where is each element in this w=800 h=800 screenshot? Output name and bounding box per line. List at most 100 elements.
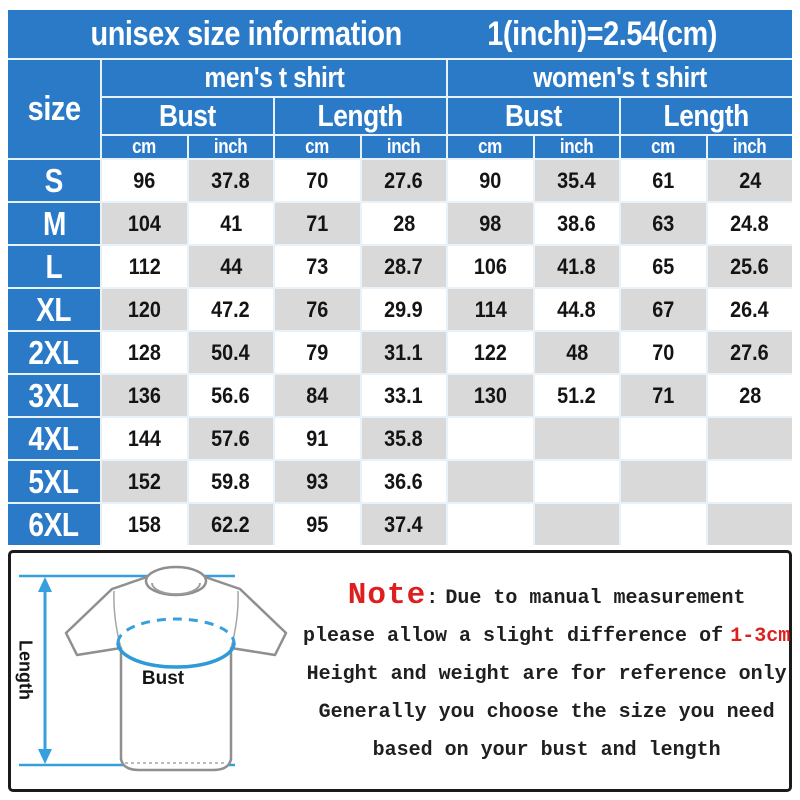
value-cell (448, 504, 533, 545)
value-cell (534, 418, 619, 459)
value-cell (621, 504, 706, 545)
value-cell: 61 (621, 160, 706, 201)
value-cell: 37.4 (361, 504, 446, 545)
unit-header: inch (534, 136, 619, 158)
unit-header: cm (621, 136, 706, 158)
value-cell: 130 (448, 375, 533, 416)
value-cell: 27.6 (707, 332, 792, 373)
value-cell: 47.2 (188, 289, 273, 330)
value-cell: 91 (275, 418, 360, 459)
value-cell: 122 (448, 332, 533, 373)
note-label: Note (347, 577, 427, 613)
bust-ellipse-solid (116, 642, 236, 669)
value-cell: 158 (102, 504, 187, 545)
table-title: unisex size information 1(inchi)=2.54(cm… (8, 10, 792, 58)
row-size-label: 6XL (8, 504, 100, 545)
row-size-label: 4XL (8, 418, 100, 459)
value-cell: 28 (361, 203, 446, 244)
right-sleeve-seam (230, 590, 239, 649)
mens-bust-header: Bust (102, 98, 273, 134)
value-cell: 79 (275, 332, 360, 373)
value-cell: 136 (102, 375, 187, 416)
value-cell: 76 (275, 289, 360, 330)
value-cell (448, 418, 533, 459)
value-cell: 51.2 (534, 375, 619, 416)
row-size-label: L (8, 246, 100, 287)
value-cell: 38.6 (534, 203, 619, 244)
value-cell: 67 (621, 289, 706, 330)
value-cell: 63 (621, 203, 706, 244)
value-cell (621, 418, 706, 459)
value-cell: 36.6 (361, 461, 446, 502)
size-table: unisex size information 1(inchi)=2.54(cm… (8, 10, 792, 545)
value-cell (707, 418, 792, 459)
note-text: Note: Due to manual measurement please al… (303, 553, 796, 789)
value-cell (448, 461, 533, 502)
value-cell: 95 (275, 504, 360, 545)
note-line-5: based on your bust and length (372, 738, 721, 762)
value-cell: 44.8 (534, 289, 619, 330)
value-cell: 25.6 (707, 246, 792, 287)
tshirt-diagram: Length Bust (11, 553, 303, 789)
value-cell: 120 (102, 289, 187, 330)
value-cell: 35.8 (361, 418, 446, 459)
value-cell: 106 (448, 246, 533, 287)
value-cell: 128 (102, 332, 187, 373)
value-cell: 33.1 (361, 375, 446, 416)
value-cell: 35.4 (534, 160, 619, 201)
mens-tshirt-header: men's t shirt (102, 60, 446, 96)
value-cell: 29.9 (361, 289, 446, 330)
value-cell: 112 (102, 246, 187, 287)
value-cell: 152 (102, 461, 187, 502)
value-cell: 31.1 (361, 332, 446, 373)
value-cell: 56.6 (188, 375, 273, 416)
value-cell: 71 (275, 203, 360, 244)
bust-label: Bust (142, 668, 185, 689)
length-label: Length (15, 640, 35, 700)
value-cell: 41 (188, 203, 273, 244)
womens-tshirt-header: women's t shirt (448, 60, 792, 96)
unit-header: inch (361, 136, 446, 158)
value-cell: 65 (621, 246, 706, 287)
row-size-label: 2XL (8, 332, 100, 373)
bust-ellipse-dashed (116, 617, 236, 644)
unit-header: inch (707, 136, 792, 158)
value-cell: 28 (707, 375, 792, 416)
value-cell: 70 (621, 332, 706, 373)
row-size-label: 3XL (8, 375, 100, 416)
arrow-down-icon (38, 749, 52, 764)
value-cell: 44 (188, 246, 273, 287)
value-cell (707, 461, 792, 502)
unit-header: cm (275, 136, 360, 158)
value-cell: 28.7 (361, 246, 446, 287)
row-size-label: XL (8, 289, 100, 330)
value-cell: 41.8 (534, 246, 619, 287)
tolerance-value: 1-3cm (730, 624, 791, 648)
value-cell: 96 (102, 160, 187, 201)
value-cell: 27.6 (361, 160, 446, 201)
mens-length-header: Length (275, 98, 446, 134)
value-cell: 50.4 (188, 332, 273, 373)
value-cell: 90 (448, 160, 533, 201)
note-line-4: Generally you choose the size you need (318, 700, 775, 724)
left-sleeve-seam (113, 590, 122, 649)
value-cell: 84 (275, 375, 360, 416)
value-cell: 59.8 (188, 461, 273, 502)
value-cell: 98 (448, 203, 533, 244)
arrow-up-icon (38, 577, 52, 592)
value-cell: 24 (707, 160, 792, 201)
unit-header: cm (102, 136, 187, 158)
womens-length-header: Length (621, 98, 792, 134)
value-cell: 93 (275, 461, 360, 502)
value-cell: 70 (275, 160, 360, 201)
row-size-label: M (8, 203, 100, 244)
value-cell (534, 504, 619, 545)
value-cell: 71 (621, 375, 706, 416)
note-line-3: Height and weight are for reference only (306, 662, 787, 686)
unit-header: inch (188, 136, 273, 158)
collar-inner (151, 582, 201, 595)
unit-header: cm (448, 136, 533, 158)
womens-bust-header: Bust (448, 98, 619, 134)
value-cell (707, 504, 792, 545)
